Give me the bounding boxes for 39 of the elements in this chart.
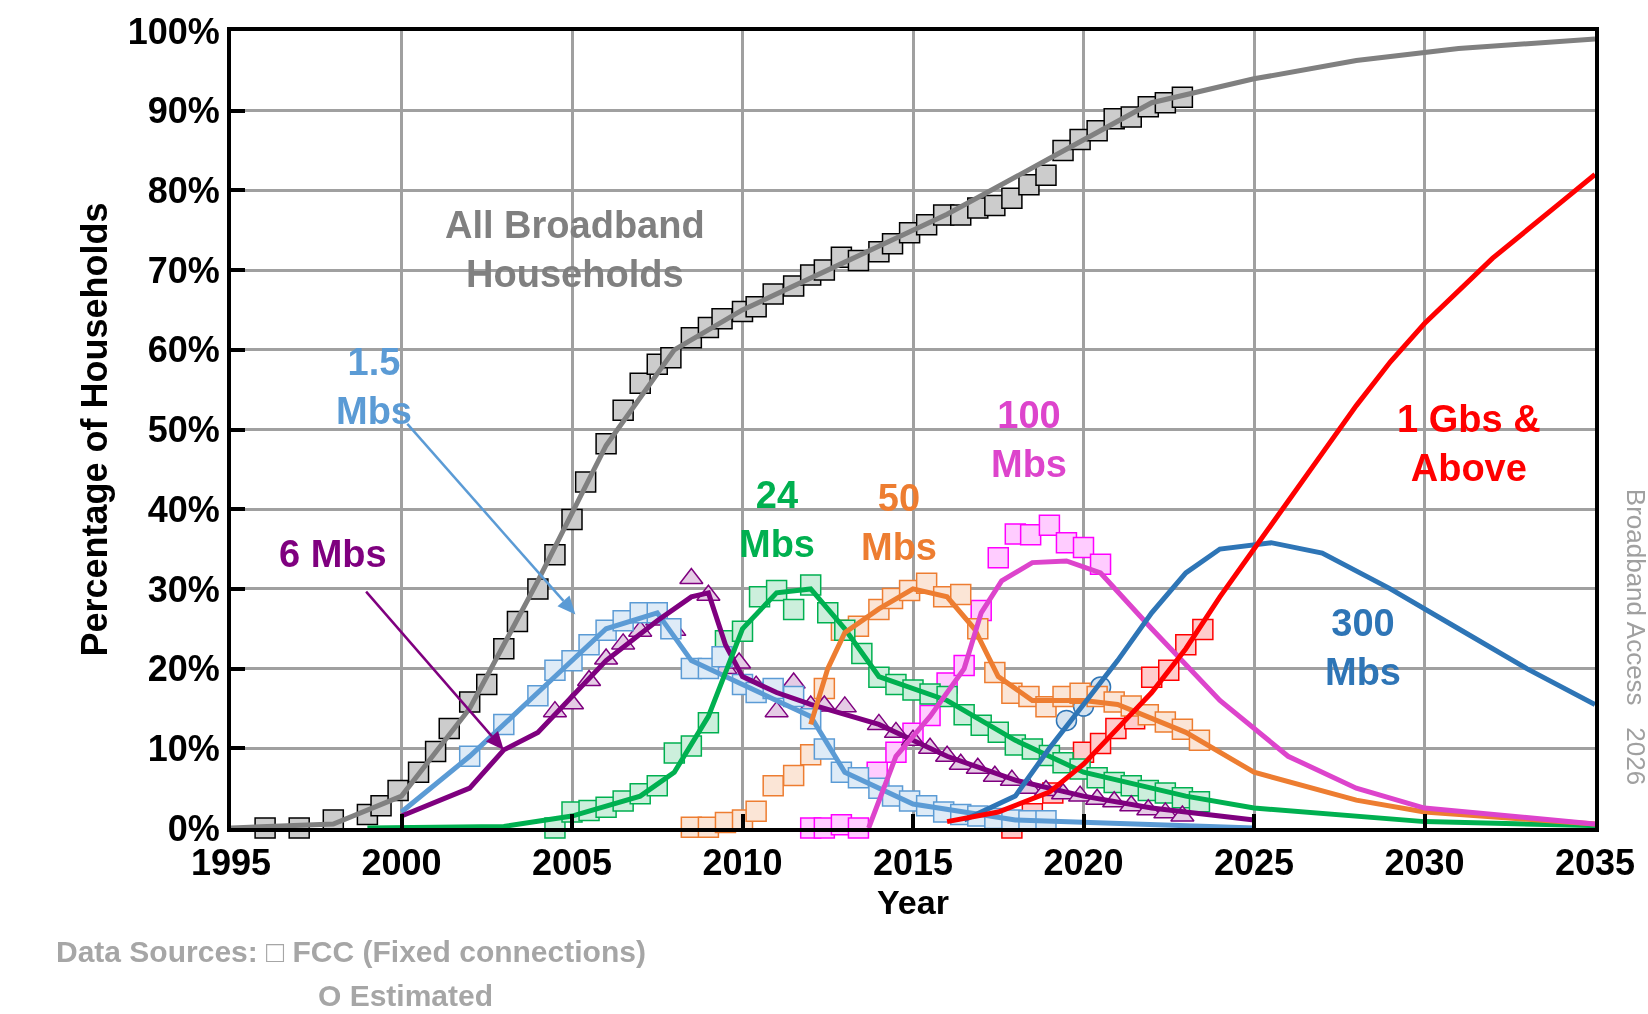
y-tick-label: 40% bbox=[147, 488, 220, 530]
y-tick-label: 90% bbox=[147, 90, 220, 132]
text: Data Sources: □ FCC (Fixed connections) bbox=[56, 935, 646, 968]
point bbox=[1019, 523, 1042, 546]
y-tick-label: 10% bbox=[147, 727, 220, 769]
series-label: 24 Mbs bbox=[739, 474, 815, 566]
y-tick-label: 80% bbox=[147, 170, 220, 211]
series-label: 100 Mbs bbox=[991, 394, 1067, 486]
series-label: 300 Mbs bbox=[1325, 602, 1401, 694]
y-tick-label: 100% bbox=[127, 10, 220, 52]
point bbox=[745, 800, 767, 823]
point bbox=[782, 764, 805, 787]
x-axis-title: Year bbox=[877, 883, 949, 922]
text: 6 Mbs bbox=[279, 533, 387, 575]
text: Broadband Access 2026 bbox=[1620, 488, 1648, 786]
point bbox=[782, 598, 805, 621]
point bbox=[1072, 536, 1095, 559]
x-tick-label: 2000 bbox=[361, 842, 442, 884]
x-tick-label: 2005 bbox=[531, 842, 613, 884]
text: O Estimated bbox=[318, 979, 494, 1012]
y-tick-label: 50% bbox=[147, 409, 220, 451]
y-tick-label: 60% bbox=[147, 329, 220, 371]
series-label: 1 Gbs & Above bbox=[1397, 398, 1541, 490]
point bbox=[1038, 514, 1061, 536]
point bbox=[987, 547, 1009, 569]
x-tick-label: 2025 bbox=[1213, 842, 1295, 884]
y-tick-label: 70% bbox=[147, 249, 220, 291]
y-axis-title: Percentage of Households bbox=[74, 202, 116, 657]
x-tick-label: 2015 bbox=[872, 842, 954, 884]
x-tick-label: 2035 bbox=[1554, 842, 1636, 884]
y-tick-label: 20% bbox=[147, 648, 220, 690]
x-tick-label: 2010 bbox=[702, 842, 783, 884]
x-tick-label: 2020 bbox=[1043, 842, 1124, 884]
point bbox=[762, 775, 784, 797]
x-tick-label: 2030 bbox=[1384, 842, 1465, 884]
point bbox=[1035, 164, 1057, 187]
point bbox=[1001, 187, 1023, 210]
series-label: 50 Mbs bbox=[861, 477, 937, 569]
y-tick-label: 30% bbox=[147, 568, 220, 610]
